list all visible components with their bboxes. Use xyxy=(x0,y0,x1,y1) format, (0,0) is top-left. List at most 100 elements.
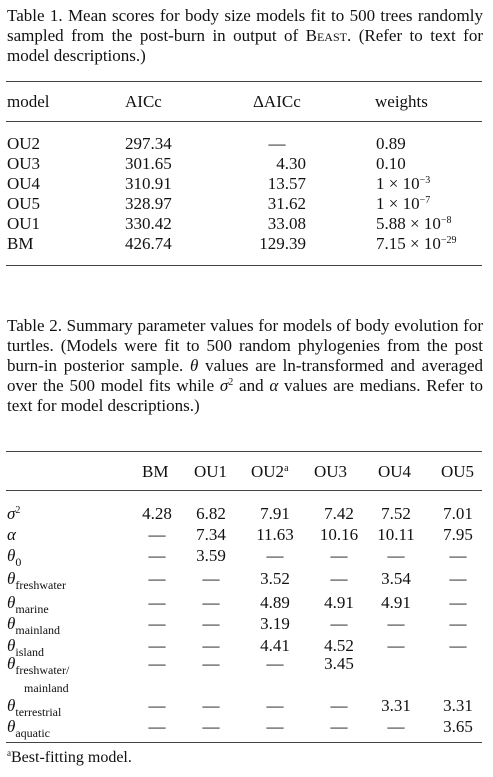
t2-cell: — xyxy=(266,696,284,715)
table1-bottom-rule xyxy=(6,265,482,266)
t1-cell-daicc: 33.08 xyxy=(267,214,306,233)
t1-cell-aicc: 426.74 xyxy=(125,234,172,253)
t2-cell: — xyxy=(330,696,348,715)
t2-cell: — xyxy=(387,546,405,565)
t2-cell: — xyxy=(202,696,220,715)
t2-cell: 10.11 xyxy=(377,525,415,544)
t2-cell: 4.89 xyxy=(260,593,290,612)
t1-cell-aicc: 301.65 xyxy=(125,154,172,173)
t2-cell: — xyxy=(449,546,467,565)
t2-cell: — xyxy=(202,636,220,655)
t2-cell: — xyxy=(148,569,166,588)
t2-cell: 6.82 xyxy=(196,504,226,523)
t2-cell: 7.52 xyxy=(381,504,411,523)
t2-cell: 4.91 xyxy=(324,593,354,612)
t1-cell-model: OU1 xyxy=(7,214,41,233)
t2-cell: — xyxy=(202,654,220,673)
t2-cell: 7.95 xyxy=(443,525,473,544)
t2-cell: — xyxy=(148,717,166,736)
t2-cell: 7.42 xyxy=(324,504,354,523)
t2-cell: — xyxy=(202,717,220,736)
t1-cell-weight: 0.89 xyxy=(376,134,406,153)
t2-row-label: θfreshwater xyxy=(7,569,66,592)
t1-header-weights: weights xyxy=(375,92,428,111)
table1-header-rule xyxy=(6,121,482,122)
t2-cell: 3.54 xyxy=(381,569,411,588)
t2-row-label: θterrestrial xyxy=(7,696,62,719)
t1-header-model: model xyxy=(7,92,50,111)
t1-cell-weight: 7.15 × 10−29 xyxy=(376,234,457,253)
t2-cell: 3.65 xyxy=(443,717,473,736)
t2-cell: — xyxy=(449,593,467,612)
t2-cell: 3.19 xyxy=(260,614,290,633)
t1-cell-model: OU4 xyxy=(7,174,41,193)
t2-cell: — xyxy=(148,525,166,544)
alpha-symbol: α xyxy=(269,376,279,395)
t1-cell-weight: 5.88 × 10−8 xyxy=(376,214,452,233)
t2-header-bm: BM xyxy=(142,462,169,481)
t2-cell: — xyxy=(266,717,284,736)
t2-cell: — xyxy=(330,569,348,588)
t2-cell: 7.91 xyxy=(260,504,290,523)
t2-cell: 10.16 xyxy=(319,525,359,544)
t1-cell-weight: 1 × 10−7 xyxy=(376,194,431,213)
t2-row-label: α xyxy=(7,525,16,544)
t2-cell: 3.52 xyxy=(260,569,290,588)
t1-cell-daicc: 129.39 xyxy=(259,234,306,253)
table1-caption: Table 1. Mean scores for body size model… xyxy=(7,6,483,66)
table2-top-rule xyxy=(6,451,482,452)
t2-cell: — xyxy=(330,717,348,736)
t2-cell: 3.31 xyxy=(443,696,473,715)
t1-cell-model: OU2 xyxy=(7,134,41,153)
t2-cell: — xyxy=(387,636,405,655)
t2-cell: — xyxy=(148,636,166,655)
t2-cell: 4.41 xyxy=(260,636,290,655)
table1-caption-lead: Table 1. Mean scores for body size model… xyxy=(7,6,483,45)
t1-cell-daicc: 31.62 xyxy=(267,194,306,213)
t2-header-ou1: OU1 xyxy=(194,462,228,481)
t2-cell: — xyxy=(266,654,284,673)
table2-footnote: aBest-fitting model. xyxy=(7,748,132,767)
t1-cell-model: OU5 xyxy=(7,194,41,213)
t2-row-label-continued: mainland xyxy=(24,681,69,695)
t2-cell: — xyxy=(148,593,166,612)
t1-cell-daicc: 13.57 xyxy=(267,174,306,193)
t1-cell-aicc: 330.42 xyxy=(125,214,172,233)
t2-cell: — xyxy=(148,614,166,633)
t2-row-label: θ0 xyxy=(7,546,22,569)
t2-header-ou5: OU5 xyxy=(441,462,475,481)
t2-cell: — xyxy=(387,717,405,736)
t2-header-ou4: OU4 xyxy=(378,462,412,481)
t2-cell: — xyxy=(202,569,220,588)
t2-cell: 3.31 xyxy=(381,696,411,715)
t2-cell: — xyxy=(449,569,467,588)
best-model-note-mark: a xyxy=(284,463,289,474)
table1-caption-tail: (Refer to text for model descriptions.) xyxy=(7,26,483,65)
t2-cell: — xyxy=(387,614,405,633)
t2-row-label: θaquatic xyxy=(7,717,51,740)
t1-cell-model: OU3 xyxy=(7,154,41,173)
t2-row-label: θmarine xyxy=(7,593,49,616)
t2-cell: — xyxy=(330,546,348,565)
t2-cell: — xyxy=(330,614,348,633)
t2-row-label: θisland xyxy=(7,636,45,659)
t2-cell: 4.28 xyxy=(142,504,172,523)
sigma-symbol: σ xyxy=(219,376,229,395)
t2-cell: 7.34 xyxy=(196,525,226,544)
t1-cell-weight: 1 × 10−3 xyxy=(376,174,431,193)
t1-cell-model: BM xyxy=(7,234,34,253)
table2-bottom-rule xyxy=(6,742,482,743)
t2-cell: — xyxy=(449,636,467,655)
t2-header-ou2: OU2a xyxy=(251,462,289,481)
t2-header-ou3: OU3 xyxy=(314,462,348,481)
t2-cell: — xyxy=(148,654,166,673)
t1-header-aicc: AICc xyxy=(125,92,162,111)
t2-cell: — xyxy=(202,593,220,612)
t2-cell: 3.59 xyxy=(196,546,226,565)
t2-cell: — xyxy=(449,614,467,633)
t1-cell-aicc: 297.34 xyxy=(125,134,172,153)
t2-cell: — xyxy=(148,696,166,715)
t2-cell: — xyxy=(266,546,284,565)
t1-cell-weight: 0.10 xyxy=(376,154,406,173)
t2-cell: — xyxy=(148,546,166,565)
